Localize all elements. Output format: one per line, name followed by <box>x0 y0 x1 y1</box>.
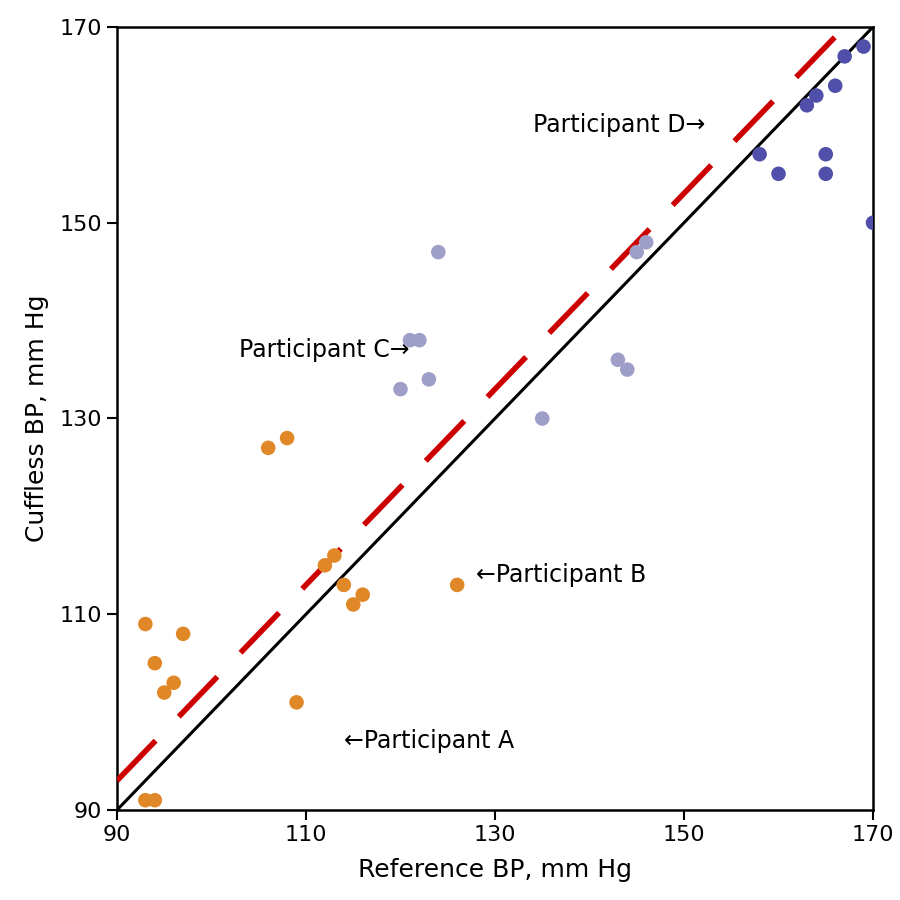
Point <box>809 88 824 103</box>
Point <box>328 548 342 562</box>
Text: Participant C→: Participant C→ <box>239 338 410 362</box>
Point <box>630 245 644 259</box>
Point <box>857 40 871 54</box>
Point <box>639 235 653 249</box>
Point <box>771 166 786 181</box>
Point <box>800 98 814 112</box>
Y-axis label: Cuffless BP, mm Hg: Cuffless BP, mm Hg <box>24 295 49 542</box>
Point <box>752 147 767 161</box>
Point <box>356 588 370 602</box>
Point <box>450 578 464 592</box>
Point <box>828 78 842 93</box>
Point <box>290 695 304 709</box>
Point <box>536 411 550 426</box>
Point <box>346 598 361 612</box>
Point <box>166 676 181 690</box>
Point <box>318 558 332 572</box>
Point <box>261 441 275 455</box>
Point <box>158 685 172 699</box>
Point <box>431 245 446 259</box>
Point <box>148 656 162 670</box>
Point <box>412 333 427 347</box>
Point <box>176 626 191 641</box>
Point <box>139 793 153 807</box>
Point <box>280 431 294 446</box>
X-axis label: Reference BP, mm Hg: Reference BP, mm Hg <box>358 859 632 883</box>
Point <box>337 578 351 592</box>
Point <box>139 616 153 631</box>
Point <box>838 50 852 64</box>
Text: ←Participant A: ←Participant A <box>344 730 514 753</box>
Point <box>819 166 833 181</box>
Point <box>403 333 418 347</box>
Point <box>148 793 162 807</box>
Point <box>819 147 833 161</box>
Text: Participant D→: Participant D→ <box>533 112 705 137</box>
Point <box>393 382 408 396</box>
Text: ←Participant B: ←Participant B <box>476 563 646 587</box>
Point <box>422 372 436 386</box>
Point <box>611 353 625 367</box>
Point <box>620 363 634 377</box>
Point <box>866 215 880 230</box>
